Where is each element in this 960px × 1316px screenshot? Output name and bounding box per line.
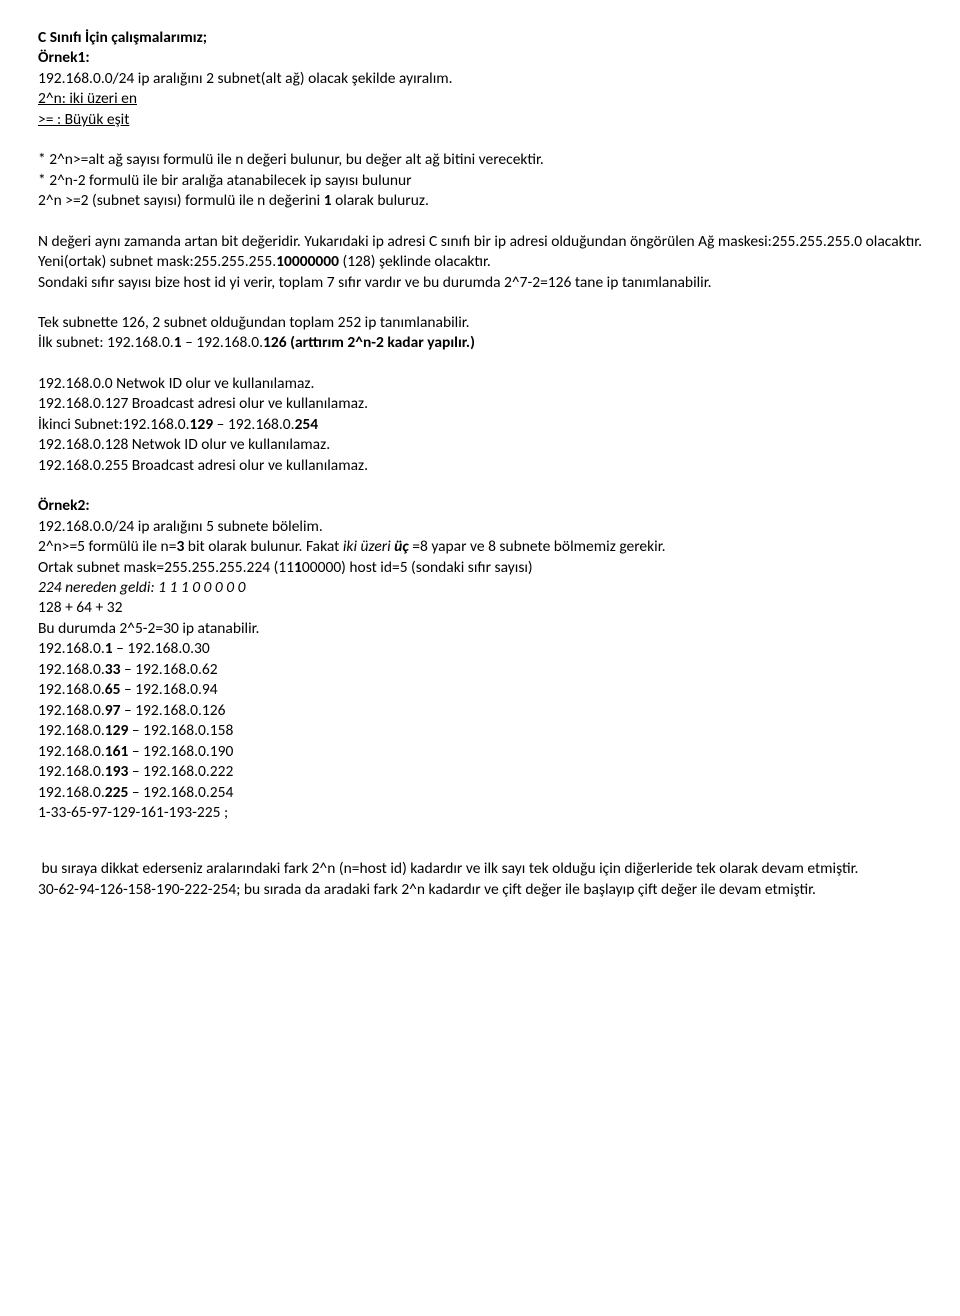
ornek2-heading: Örnek2: [38,496,90,515]
o2-line-3f: =8 yapar ve 8 subnete bölmemiz gerekir. [409,537,666,556]
range-6b: 161 [105,742,129,761]
range-7c: – 192.168.0.222 [128,762,233,781]
range-1a: 192.168.0. [38,639,105,658]
o2-line-3c: bit olarak bulunur. Fakat [184,537,343,556]
formula-line-3a: 2^n >=2 (subnet sayısı) formulü ile n de… [38,191,324,210]
mask-line-2c: (128) şeklinde olacaktır. [339,252,491,271]
sd-line-5: 192.168.0.255 Broadcast adresi olur ve k… [38,456,368,475]
o2-line-3e: üç [394,537,409,556]
o2-line-6: 128 + 64 + 32 [38,598,122,617]
range-4c: – 192.168.0.126 [120,701,225,720]
o2-line-7: Bu durumda 2^5-2=30 ip atanabilir. [38,619,259,638]
fs-line-2b: 1 [174,333,182,352]
range-6c: – 192.168.0.190 [128,742,233,761]
range-7a: 192.168.0. [38,762,105,781]
sd-line-1: 192.168.0.0 Netwok ID olur ve kullanılam… [38,374,314,393]
range-5b: 129 [105,721,129,740]
sd-line-3b: 129 [190,415,214,434]
formula-line-3b: 1 [324,191,332,210]
range-1c: – 192.168.0.30 [113,639,210,658]
section-mask: N değeri aynı zamanda artan bit değeridi… [38,232,922,293]
intro-line-3: 192.168.0.0/24 ip aralığını 2 subnet(alt… [38,69,453,88]
section-first-subnet: Tek subnette 126, 2 subnet olduğundan to… [38,313,922,354]
formula-line-2: * 2^n-2 formulü ile bir aralığa atanabil… [38,171,412,190]
closing-line-1: bu sıraya dikkat ederseniz aralarındaki … [38,859,858,878]
formula-line-1: * 2^n>=alt ağ sayısı formulü ile n değer… [38,150,544,169]
range-3b: 65 [105,680,121,699]
fs-line-2c: – 192.168.0. [182,333,263,352]
mask-line-3: Sondaki sıfır sayısı bize host id yi ver… [38,273,712,292]
sd-line-4: 192.168.0.128 Netwok ID olur ve kullanıl… [38,435,330,454]
sd-line-3c: – 192.168.0. [213,415,294,434]
range-3c: – 192.168.0.94 [120,680,217,699]
range-5c: – 192.168.0.158 [128,721,233,740]
range-8b: 225 [105,783,129,802]
o2-line-5: 224 nereden geldi: 1 1 1 0 0 0 0 0 [38,578,246,597]
range-8a: 192.168.0. [38,783,105,802]
mask-line-2a: Yeni(ortak) subnet mask:255.255.255. [38,252,276,271]
range-6a: 192.168.0. [38,742,105,761]
range-1b: 1 [105,639,113,658]
range-2c: – 192.168.0.62 [120,660,217,679]
section-ornek2: Örnek2: 192.168.0.0/24 ip aralığını 5 su… [38,496,922,823]
range-2b: 33 [105,660,121,679]
formula-line-3c: olarak buluruz. [332,191,429,210]
range-4b: 97 [105,701,121,720]
intro-line-4: 2^n: iki üzeri en [38,89,137,108]
section-closing: bu sıraya dikkat ederseniz aralarındaki … [38,859,922,900]
sd-line-3a: İkinci Subnet:192.168.0. [38,415,190,434]
range-2a: 192.168.0. [38,660,105,679]
section-formulas: * 2^n>=alt ağ sayısı formulü ile n değer… [38,150,922,211]
title-c-class: C Sınıfı İçin çalışmalarımız; [38,28,207,47]
o2-line-4b: 1 [294,558,302,577]
o2-line-3d: iki üzeri [343,537,394,556]
range-5a: 192.168.0. [38,721,105,740]
fs-line-2a: İlk subnet: 192.168.0. [38,333,174,352]
range-3a: 192.168.0. [38,680,105,699]
fs-line-2d: 126 (arttırım 2^n-2 kadar yapılır.) [263,333,475,352]
section-subnet-details: 192.168.0.0 Netwok ID olur ve kullanılam… [38,374,922,476]
o2-line-3a: 2^n>=5 formülü ile n= [38,537,176,556]
fs-line-1: Tek subnette 126, 2 subnet olduğundan to… [38,313,470,332]
o2-line-4c: 00000) host id=5 (sondaki sıfır sayısı) [302,558,533,577]
range-7b: 193 [105,762,129,781]
o2-line-4a: Ortak subnet mask=255.255.255.224 (11 [38,558,294,577]
closing-line-2: 30-62-94-126-158-190-222-254; bu sırada … [38,880,816,899]
range-4a: 192.168.0. [38,701,105,720]
section-intro: C Sınıfı İçin çalışmalarımız; Örnek1: 19… [38,28,922,130]
intro-line-5: >= : Büyük eşit [38,110,129,129]
sd-line-3d: 254 [295,415,319,434]
ornek1-heading: Örnek1: [38,48,90,67]
o2-seq: 1-33-65-97-129-161-193-225 ; [38,803,228,822]
sd-line-2: 192.168.0.127 Broadcast adresi olur ve k… [38,394,368,413]
o2-line-2: 192.168.0.0/24 ip aralığını 5 subnete bö… [38,517,323,536]
range-8c: – 192.168.0.254 [128,783,233,802]
mask-line-1: N değeri aynı zamanda artan bit değeridi… [38,232,922,251]
mask-line-2b: 10000000 [276,252,339,271]
